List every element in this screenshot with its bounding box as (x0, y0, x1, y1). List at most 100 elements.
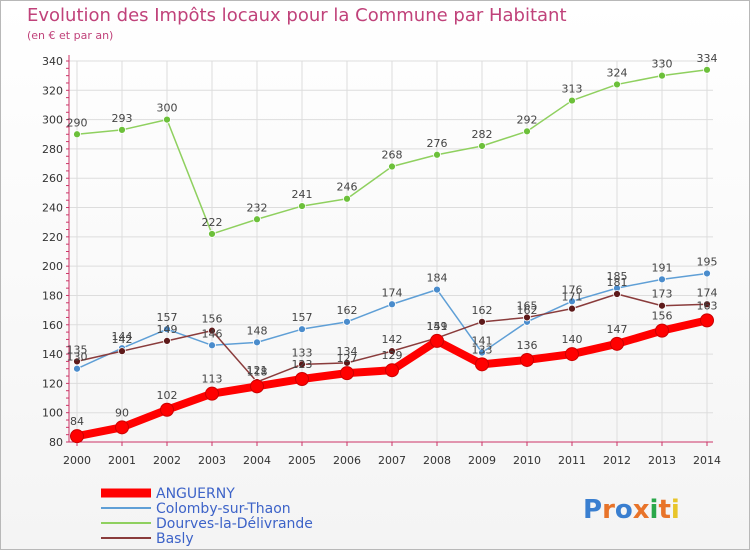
data-label: 156 (202, 313, 223, 326)
data-label: 330 (652, 58, 673, 71)
data-point (523, 127, 531, 136)
legend-entry: Basly (156, 531, 194, 547)
data-label: 300 (157, 102, 178, 115)
data-point (433, 285, 441, 294)
y-tick-label: 100 (42, 407, 63, 420)
data-label: 102 (157, 389, 178, 402)
logo-letter: i (671, 495, 680, 525)
data-point (205, 386, 219, 401)
data-label: 173 (652, 288, 673, 301)
legend: ANGUERNYColomby-sur-ThaonDourves-la-Déli… (101, 486, 313, 547)
grid-lines (69, 60, 713, 443)
y-tick-label: 240 (42, 202, 63, 215)
data-point (703, 65, 711, 74)
data-point (118, 347, 126, 356)
data-label: 195 (697, 255, 718, 268)
data-point (208, 230, 216, 238)
x-tick-label: 2012 (603, 454, 631, 467)
data-point (208, 326, 216, 335)
x-tick-label: 2005 (288, 454, 316, 467)
y-tick-label: 180 (42, 289, 63, 302)
data-point (115, 420, 129, 435)
data-point (118, 125, 126, 134)
data-label: 185 (607, 270, 628, 283)
data-point (475, 357, 489, 372)
data-label: 276 (427, 137, 448, 150)
data-label: 134 (337, 345, 358, 358)
data-label: 140 (562, 333, 583, 346)
data-label: 135 (67, 343, 88, 356)
data-label: 144 (112, 330, 133, 343)
x-tick-label: 2002 (153, 454, 181, 467)
x-tick-label: 2008 (423, 454, 451, 467)
data-labels-layer: 290 293 300 222 232 241 246 268 276 282 292 313 324 3… (67, 52, 718, 428)
logo-letter: o (615, 495, 633, 525)
data-point (385, 363, 399, 378)
y-tick-label: 200 (42, 260, 63, 273)
data-point (655, 323, 669, 338)
axes: 80 100 120 140 160 180 200 220 240 260 280 300 320 34… (42, 55, 721, 467)
data-label: 162 (472, 304, 493, 317)
x-tick-label: 2007 (378, 454, 406, 467)
data-point (523, 313, 531, 322)
y-tick-label: 140 (42, 348, 63, 361)
data-label: 157 (157, 311, 178, 324)
data-label: 148 (247, 324, 268, 337)
data-label: 165 (517, 299, 538, 312)
data-label: 90 (115, 406, 129, 419)
data-point (163, 336, 171, 345)
logo-letter: P (583, 495, 602, 525)
x-tick-label: 2003 (198, 454, 226, 467)
x-tick-label: 2010 (513, 454, 541, 467)
data-point (163, 325, 171, 334)
logo-letter: t (658, 495, 670, 525)
data-point (520, 352, 534, 367)
logo-letter: i (650, 495, 659, 525)
data-label: 146 (202, 327, 223, 340)
data-label: 162 (337, 304, 358, 317)
data-label: 156 (652, 310, 673, 323)
data-point (658, 301, 666, 310)
data-point (613, 290, 621, 298)
legend-entry: Colomby-sur-Thaon (156, 501, 291, 517)
data-point (298, 325, 306, 334)
data-point (478, 317, 486, 326)
data-point (568, 304, 576, 313)
data-point (340, 366, 354, 381)
data-label: 171 (562, 291, 583, 304)
x-tick-label: 2000 (63, 454, 91, 467)
data-point (160, 402, 174, 417)
data-label: 174 (697, 286, 718, 299)
data-label: 232 (247, 201, 268, 214)
data-point (610, 336, 624, 351)
data-label: 191 (652, 261, 673, 274)
y-tick-label: 120 (42, 377, 63, 390)
data-label: 313 (562, 83, 583, 96)
data-point (250, 379, 264, 394)
data-label: 162 (517, 304, 538, 317)
data-label: 174 (382, 286, 403, 299)
data-point (163, 115, 171, 124)
data-point (208, 341, 216, 350)
y-tick-label: 320 (42, 84, 63, 97)
data-point (700, 313, 714, 328)
data-point (73, 364, 81, 373)
chart-title: Evolution des Impôts locaux pour la Comm… (27, 5, 567, 26)
y-tick-label: 280 (42, 143, 63, 156)
data-label: 133 (472, 343, 493, 356)
data-label: 149 (427, 320, 448, 333)
x-tick-label: 2004 (243, 454, 271, 467)
data-point (295, 371, 309, 386)
data-label: 246 (337, 181, 358, 194)
data-point (658, 71, 666, 80)
data-label: 133 (292, 346, 313, 359)
data-label: 176 (562, 283, 583, 296)
data-label: 113 (202, 373, 223, 386)
logo-letter: r (602, 495, 615, 525)
data-label: 127 (337, 352, 358, 365)
data-point (73, 357, 81, 366)
y-tick-label: 340 (42, 55, 63, 68)
data-point (73, 130, 81, 139)
data-point (430, 333, 444, 348)
x-tick-label: 2011 (558, 454, 586, 467)
